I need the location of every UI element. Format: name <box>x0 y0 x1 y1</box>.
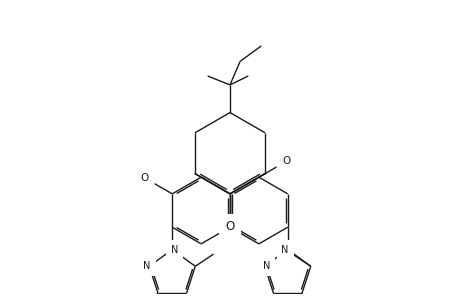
Text: O: O <box>225 220 234 232</box>
Text: O: O <box>140 173 149 183</box>
Text: N: N <box>263 261 270 271</box>
Text: N: N <box>281 244 288 255</box>
Text: N: N <box>171 244 178 255</box>
Text: N: N <box>143 261 151 271</box>
Text: O: O <box>281 156 290 166</box>
